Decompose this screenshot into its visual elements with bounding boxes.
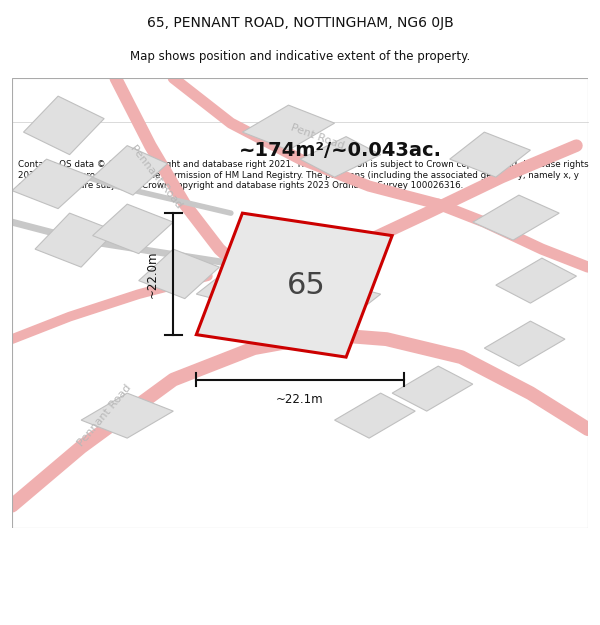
Text: Pennant Road: Pennant Road [128, 144, 184, 211]
Polygon shape [12, 159, 92, 209]
Polygon shape [265, 276, 380, 330]
Text: ~22.1m: ~22.1m [276, 393, 324, 406]
Polygon shape [473, 195, 559, 240]
Polygon shape [81, 393, 173, 438]
Polygon shape [392, 366, 473, 411]
Polygon shape [242, 105, 335, 150]
Polygon shape [335, 393, 415, 438]
Polygon shape [139, 249, 220, 299]
Polygon shape [196, 213, 392, 357]
Text: 65, PENNANT ROAD, NOTTINGHAM, NG6 0JB: 65, PENNANT ROAD, NOTTINGHAM, NG6 0JB [146, 16, 454, 31]
Polygon shape [196, 258, 311, 312]
Text: ~22.0m: ~22.0m [146, 250, 159, 298]
Polygon shape [23, 96, 104, 154]
Polygon shape [450, 132, 530, 177]
Text: Contains OS data © Crown copyright and database right 2021. This information is : Contains OS data © Crown copyright and d… [18, 160, 589, 190]
Text: Pent Road: Pent Road [289, 122, 346, 151]
Polygon shape [92, 204, 173, 254]
Text: Pennant Road: Pennant Road [76, 382, 133, 449]
Text: ~174m²/~0.043ac.: ~174m²/~0.043ac. [239, 141, 442, 159]
Polygon shape [484, 321, 565, 366]
Text: Map shows position and indicative extent of the property.: Map shows position and indicative extent… [130, 50, 470, 62]
Polygon shape [92, 146, 167, 195]
Polygon shape [496, 258, 577, 303]
Polygon shape [300, 137, 380, 177]
Polygon shape [35, 213, 116, 267]
Text: 65: 65 [286, 271, 325, 299]
